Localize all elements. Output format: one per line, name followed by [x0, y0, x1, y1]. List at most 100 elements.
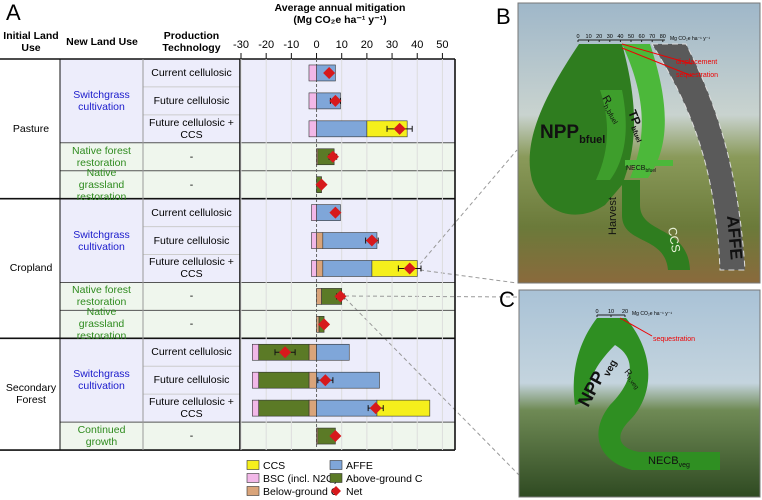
new-land-use: Native forest restoration [72, 284, 131, 309]
panel-label: A [6, 0, 21, 25]
net-marker [393, 122, 406, 135]
category-label: - [189, 150, 194, 163]
net-marker [329, 206, 342, 219]
x-tick-label: 50 [436, 39, 448, 51]
column-header: Production Technology [162, 30, 221, 54]
affe-flow [651, 43, 746, 271]
category-label: Future cellulosic [153, 234, 230, 247]
rh-flow [596, 90, 626, 180]
bar-segment [311, 260, 317, 277]
bar-segment [258, 371, 310, 389]
net-marker [319, 374, 332, 387]
x-tick-label: 30 [386, 39, 398, 51]
new-land-use: Switchgrass cultivation [73, 368, 130, 393]
bar-segment [308, 371, 317, 389]
flow-label: NECBbfuel [626, 165, 656, 174]
category-label: - [189, 430, 194, 443]
flow-label: NECBveg [648, 455, 690, 469]
bar-segment [308, 64, 317, 82]
category-label: Current cellulosic [151, 346, 232, 359]
category-label: Current cellulosic [151, 66, 232, 79]
legend-swatch [329, 473, 343, 483]
initial-land-use: Pasture [12, 122, 50, 135]
harvest-flow [604, 180, 690, 270]
connector [344, 297, 520, 476]
tick-label: 10 [608, 309, 614, 315]
row-band [60, 142, 455, 171]
flow-label: NPPbfuel [540, 122, 605, 146]
bar-segment [252, 343, 259, 361]
flow-label: AFFE [723, 215, 746, 261]
net-marker [403, 262, 416, 275]
axis-title: Average annual mitigation [274, 1, 406, 14]
x-tick-label: -30 [233, 39, 249, 51]
tick-label: 80 [660, 34, 666, 40]
bar-segment [316, 260, 324, 277]
flow-label: Harvest [607, 197, 619, 235]
tick-label: 20 [596, 34, 602, 40]
column-header: Initial Land Use [3, 30, 59, 54]
tick-label: 50 [628, 34, 634, 40]
net-marker [323, 66, 336, 79]
annotation: displacement [676, 59, 717, 66]
bar-segment [311, 204, 317, 221]
label-main: R [622, 367, 634, 379]
npp-flow [573, 318, 720, 470]
row-band [60, 59, 455, 87]
x-tick-label: 20 [361, 39, 373, 51]
legend-label: AFFE [346, 460, 373, 472]
tick-label: 70 [649, 34, 655, 40]
bar-segment [308, 92, 317, 110]
net-marker [315, 178, 328, 191]
tick-label: 0 [595, 309, 598, 315]
category-label: - [189, 318, 194, 331]
net-marker [334, 290, 347, 303]
bar-segment [316, 288, 322, 305]
connector [419, 269, 518, 284]
net-marker [326, 150, 339, 163]
new-land-use: Switchgrass cultivation [73, 228, 130, 253]
axis-subtitle: (Mg CO₂e ha⁻¹ y⁻¹) [293, 13, 387, 26]
initial-land-use: Cropland [9, 262, 53, 275]
tick-label: 20 [622, 309, 628, 315]
new-land-use: Native forest restoration [72, 144, 131, 169]
legend-swatch [329, 460, 343, 470]
displacement-line [621, 43, 693, 65]
tick-label: 60 [639, 34, 645, 40]
net-marker [279, 346, 292, 359]
axis-unit: Mg CO₂e ha⁻¹ y⁻¹ [632, 311, 672, 317]
category-label: Future cellulosic [153, 94, 230, 107]
row-band [60, 198, 455, 227]
net-marker [329, 94, 342, 107]
bar-segment [376, 399, 431, 417]
tick-label: 40 [617, 34, 623, 40]
label-main: NPP [540, 122, 579, 143]
tick-label: 0 [576, 34, 579, 40]
bar-segment [252, 371, 259, 389]
necb-flow [625, 160, 673, 166]
column-header: New Land Use [66, 36, 138, 48]
bar-segment [316, 371, 380, 389]
sequestration-line [619, 317, 653, 337]
category-label: Future cellulosic + CCS [149, 396, 234, 421]
x-tick-label: -10 [283, 39, 299, 51]
legend-label: BSC (incl. N2O) [263, 473, 338, 485]
legend-swatch [246, 486, 260, 496]
row-band [60, 226, 455, 255]
bar-segment [308, 399, 317, 417]
bar-segment [316, 232, 324, 249]
legend-label: Net [346, 486, 362, 498]
bar-segment [252, 399, 259, 417]
bar-segment [316, 343, 350, 361]
tick-label: 30 [607, 34, 613, 40]
label-main: NECB [626, 165, 646, 172]
label-main: NECB [648, 455, 679, 467]
x-tick-label: -20 [258, 39, 274, 51]
row-band [60, 170, 455, 199]
initial-land-use: Secondary Forest [5, 382, 57, 407]
category-label: Future cellulosic + CCS [149, 256, 234, 281]
bar-segment [322, 260, 373, 277]
connector [419, 149, 518, 265]
legend-label: Below-ground C [263, 486, 339, 498]
